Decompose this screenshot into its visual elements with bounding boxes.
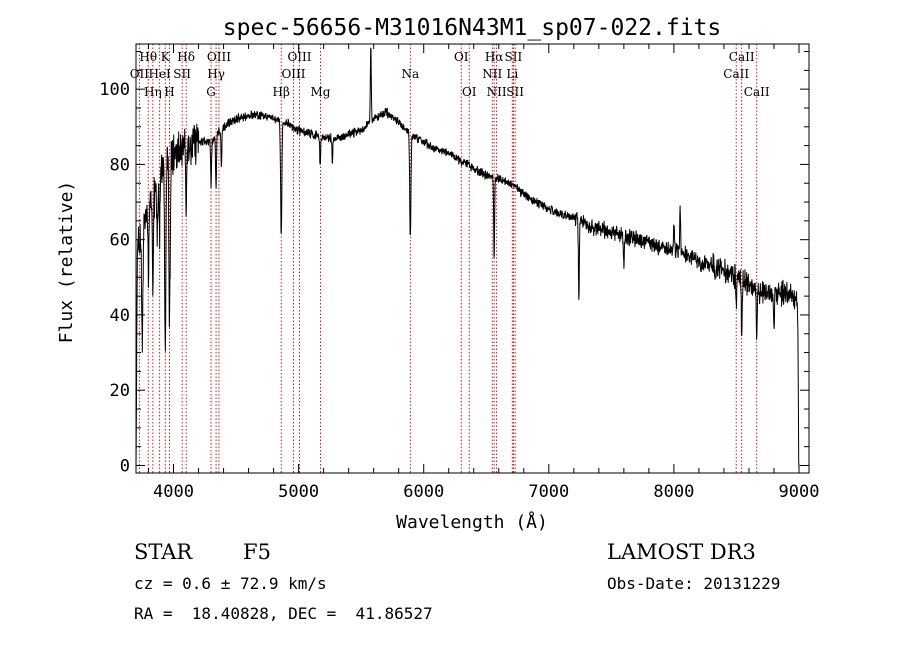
line-marker-label: SII xyxy=(505,50,523,64)
coordinates-line: RA = 18.40828, DEC = 41.86527 xyxy=(134,604,433,623)
x-tick-label: 9000 xyxy=(779,482,820,502)
line-marker-label: Mg xyxy=(311,85,331,99)
object-class: STAR xyxy=(134,540,193,564)
survey-name: LAMOST DR3 xyxy=(607,540,756,564)
line-marker-label: H xyxy=(164,85,174,99)
y-axis: 0 20 40 60 80 100 xyxy=(99,51,809,476)
line-marker-label: Hβ xyxy=(273,85,290,99)
line-marker-label: OIII xyxy=(281,67,305,81)
line-marker-label: CaII xyxy=(723,67,749,81)
line-marker-label: OI xyxy=(462,85,477,99)
line-marker-label: Li xyxy=(506,67,518,81)
x-axis-label: Wavelength (Å) xyxy=(396,511,548,533)
line-marker-label: OI xyxy=(454,50,469,64)
y-axis-label: Flux (relative) xyxy=(56,181,77,344)
y-tick-label: 60 xyxy=(110,231,130,251)
line-marker-label: NII xyxy=(487,85,507,99)
line-markers xyxy=(138,44,758,473)
spectrum-line xyxy=(135,47,800,470)
x-axis: 4000 5000 6000 7000 8000 9000 xyxy=(148,44,820,502)
line-marker-label: NII xyxy=(482,67,502,81)
x-tick-label: 8000 xyxy=(653,482,694,502)
y-tick-label: 100 xyxy=(99,80,130,100)
line-marker-label: Hγ xyxy=(207,67,225,81)
line-marker-label: Hη xyxy=(144,85,162,99)
y-tick-label: 0 xyxy=(120,456,130,476)
line-marker-label: G xyxy=(206,85,216,99)
line-marker-label: SII xyxy=(506,85,524,99)
line-marker-label: Na xyxy=(402,67,420,81)
redshift-line: cz = 0.6 ± 72.9 km/s xyxy=(134,574,327,593)
object-subclass: F5 xyxy=(243,540,271,564)
y-tick-label: 20 xyxy=(110,381,130,401)
line-marker-label: CaII xyxy=(744,85,770,99)
line-marker-labels: Hθ OII Hη K HeI H Hδ SII OIII Hγ G Hβ OIII OIII Mg Na OI… xyxy=(130,50,770,99)
line-marker-label: OIII xyxy=(287,50,311,64)
y-tick-label: 40 xyxy=(110,306,130,326)
line-marker-label: Hθ xyxy=(139,50,157,64)
line-marker-label: Hα xyxy=(485,50,504,64)
obs-date-line: Obs-Date: 20131229 xyxy=(607,574,781,593)
spectrum-chart: spec-56656-M31016N43M1_sp07-022.fits Hθ O… xyxy=(56,15,820,533)
line-marker-label: HeI xyxy=(148,67,171,81)
chart-title: spec-56656-M31016N43M1_sp07-022.fits xyxy=(223,15,722,41)
x-tick-label: 7000 xyxy=(528,482,569,502)
y-tick-label: 80 xyxy=(110,155,130,175)
x-tick-label: 4000 xyxy=(153,482,194,502)
line-marker-label: OIII xyxy=(207,50,231,64)
line-marker-label: SII xyxy=(173,67,191,81)
line-marker-label: Hδ xyxy=(177,50,195,64)
line-marker-label: OII xyxy=(130,67,150,81)
x-tick-label: 6000 xyxy=(403,482,444,502)
x-tick-label: 5000 xyxy=(278,482,319,502)
plot-frame xyxy=(135,43,810,474)
line-marker-label: CaII xyxy=(729,50,755,64)
line-marker-label: K xyxy=(161,50,171,64)
